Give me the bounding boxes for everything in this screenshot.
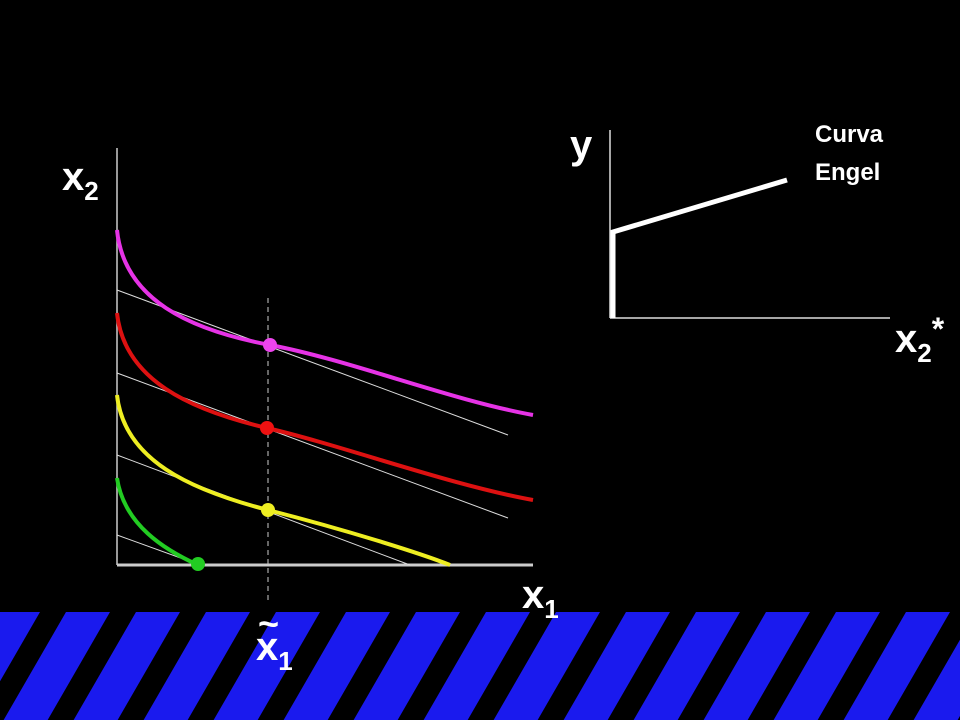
label-base: x <box>895 317 917 361</box>
marker-accent: ~ <box>258 603 279 644</box>
curve-label: Curva <box>815 121 884 148</box>
y-axis-label: y <box>570 123 593 167</box>
label-base: x <box>522 573 544 617</box>
optimum-point <box>260 421 274 435</box>
optimum-point <box>263 338 277 352</box>
label-sub: 1 <box>278 646 292 676</box>
engel-curve <box>610 177 788 318</box>
label-sub: 1 <box>544 594 558 624</box>
left-diagram: x2 x1 ~ x1 <box>62 148 559 676</box>
marker-label: x1 <box>256 625 293 676</box>
label-base: x <box>62 155 84 199</box>
right-diagram: y x2* Curva Engel <box>570 121 945 368</box>
stripe-band <box>0 612 960 720</box>
optimum-point <box>191 557 205 571</box>
label-base: x <box>256 625 278 669</box>
curve-label: Engel <box>815 159 880 186</box>
label-sub: 2 <box>84 176 98 206</box>
label-sub: 2 <box>917 338 931 368</box>
y-axis-label: x2 <box>62 155 99 206</box>
label-sup: * <box>932 311 945 347</box>
x-axis-label: x2* <box>895 311 945 368</box>
x-axis-label: x1 <box>522 573 559 624</box>
optimum-point <box>261 503 275 517</box>
